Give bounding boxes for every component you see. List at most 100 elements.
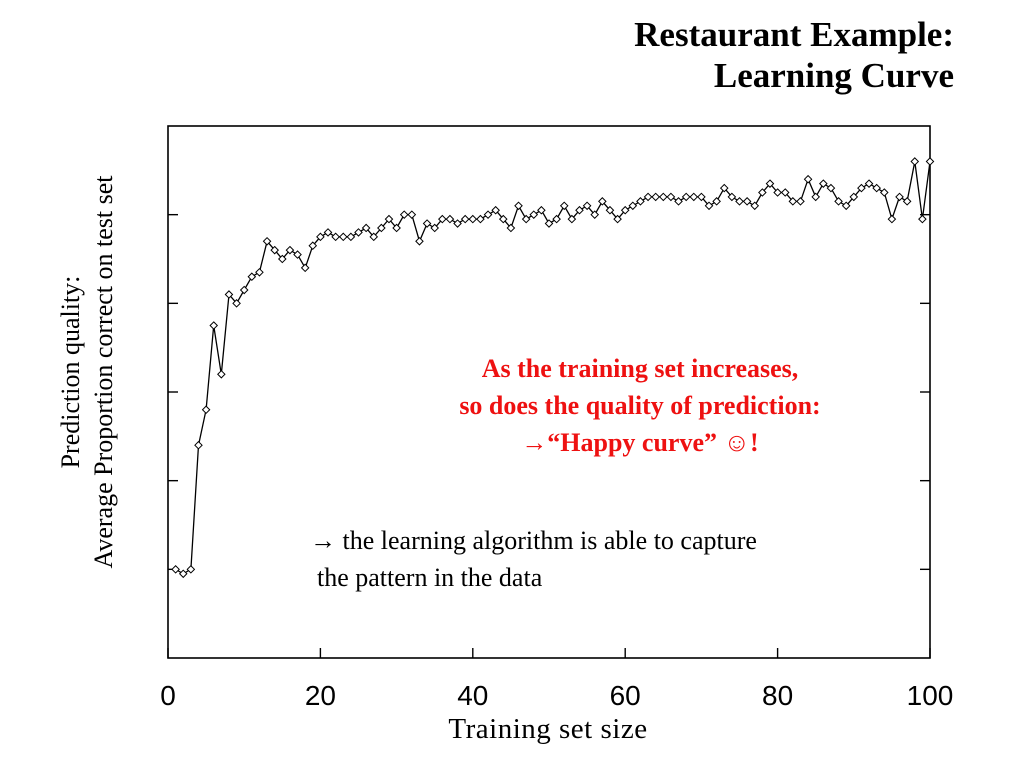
data-point-marker [506,223,516,233]
data-point-markers [171,157,935,579]
data-point-marker [438,214,447,224]
data-point-marker [613,214,622,224]
data-point-marker [826,183,836,193]
data-point-marker [674,197,683,206]
x-tick-label: 40 [457,680,489,711]
data-point-marker [681,192,691,202]
data-point-marker [712,197,721,206]
data-point-marker [666,192,676,202]
data-point-marker [277,254,287,264]
y-axis-ticks [168,213,930,571]
data-point-marker [834,197,843,206]
callout-line-2: so does the quality of prediction: [459,391,821,420]
data-point-marker [422,219,432,228]
data-point-marker [872,183,881,193]
data-point-marker [887,214,897,224]
data-point-marker [918,214,927,224]
data-point-marker [491,205,500,215]
data-point-marker [651,192,660,202]
data-point-marker [331,232,340,242]
data-point-marker [628,201,638,211]
data-point-marker [369,232,379,242]
data-point-marker [689,192,699,202]
data-point-marker [849,192,859,202]
data-point-marker [697,192,706,202]
data-point-marker [567,214,577,224]
data-point-marker [514,201,523,211]
data-point-marker [445,214,455,224]
y-axis-label-line-2: Average Proportion correct on test set [89,175,118,569]
data-point-marker [582,201,592,211]
callout-line-1: As the training set increases, [481,354,799,383]
data-point-marker [186,565,196,574]
data-point-marker [719,183,729,193]
data-point-marker [407,210,417,219]
data-point-marker [354,228,363,237]
note-line-2: the pattern in the data [317,563,543,592]
data-point-marker [460,214,470,224]
data-point-marker [811,192,821,202]
data-point-marker [864,179,874,188]
data-point-marker [788,197,798,206]
x-tick-label: 0 [160,680,176,711]
data-point-marker [521,214,531,224]
data-point-marker [704,201,714,211]
data-point-marker [293,250,302,259]
learning-curve-line [175,161,931,575]
data-point-marker [544,219,554,228]
data-point-marker [224,290,234,299]
data-point-marker [346,232,356,242]
data-point-marker [194,440,203,450]
data-point-marker [239,285,249,295]
title-line-2: Learning Curve [713,56,954,95]
data-point-marker [925,157,935,166]
data-point-marker [171,565,180,574]
data-point-marker [796,197,805,206]
data-point-marker [453,219,462,228]
data-point-marker [476,214,485,224]
data-point-marker [247,272,257,282]
data-point-marker [758,188,767,197]
data-point-marker [636,197,645,206]
data-point-marker [537,205,546,215]
data-point-marker [780,188,790,197]
callout-line-3: →“Happy curve” ☺! [521,428,759,457]
data-point-marker [468,214,478,224]
callout-text: As the training set increases, so does t… [380,350,900,461]
data-point-marker [232,299,241,308]
data-point-marker [209,321,219,330]
data-point-marker [255,267,264,277]
data-point-marker [361,223,371,233]
data-point-marker [658,192,668,202]
data-point-marker [217,369,226,379]
data-point-marker [765,179,775,188]
data-point-marker [803,174,813,184]
data-point-marker [377,223,386,233]
data-point-marker [819,179,828,188]
data-point-marker [338,232,348,242]
data-point-marker [841,201,851,211]
data-point-marker [857,183,866,193]
data-point-marker [384,214,394,224]
note-line-1: → the learning algorithm is able to capt… [310,526,757,555]
y-axis-label-line-1: Prediction quality: [56,275,85,469]
data-point-marker [902,197,912,206]
data-point-marker [498,214,508,224]
data-point-marker [590,210,600,219]
data-point-marker [620,205,630,215]
data-point-marker [598,197,607,206]
data-point-marker [735,197,744,206]
note-text: → the learning algorithm is able to capt… [310,522,950,596]
data-point-marker [392,223,401,233]
data-point-marker [300,263,310,273]
data-point-marker [910,157,920,166]
data-point-marker [552,214,561,224]
x-tick-label: 20 [304,680,336,711]
data-point-marker [529,210,539,219]
x-axis-ticks [167,648,931,658]
x-tick-label: 60 [609,680,641,711]
data-point-marker [285,245,295,255]
data-point-marker [750,201,760,211]
data-point-marker [727,192,737,202]
